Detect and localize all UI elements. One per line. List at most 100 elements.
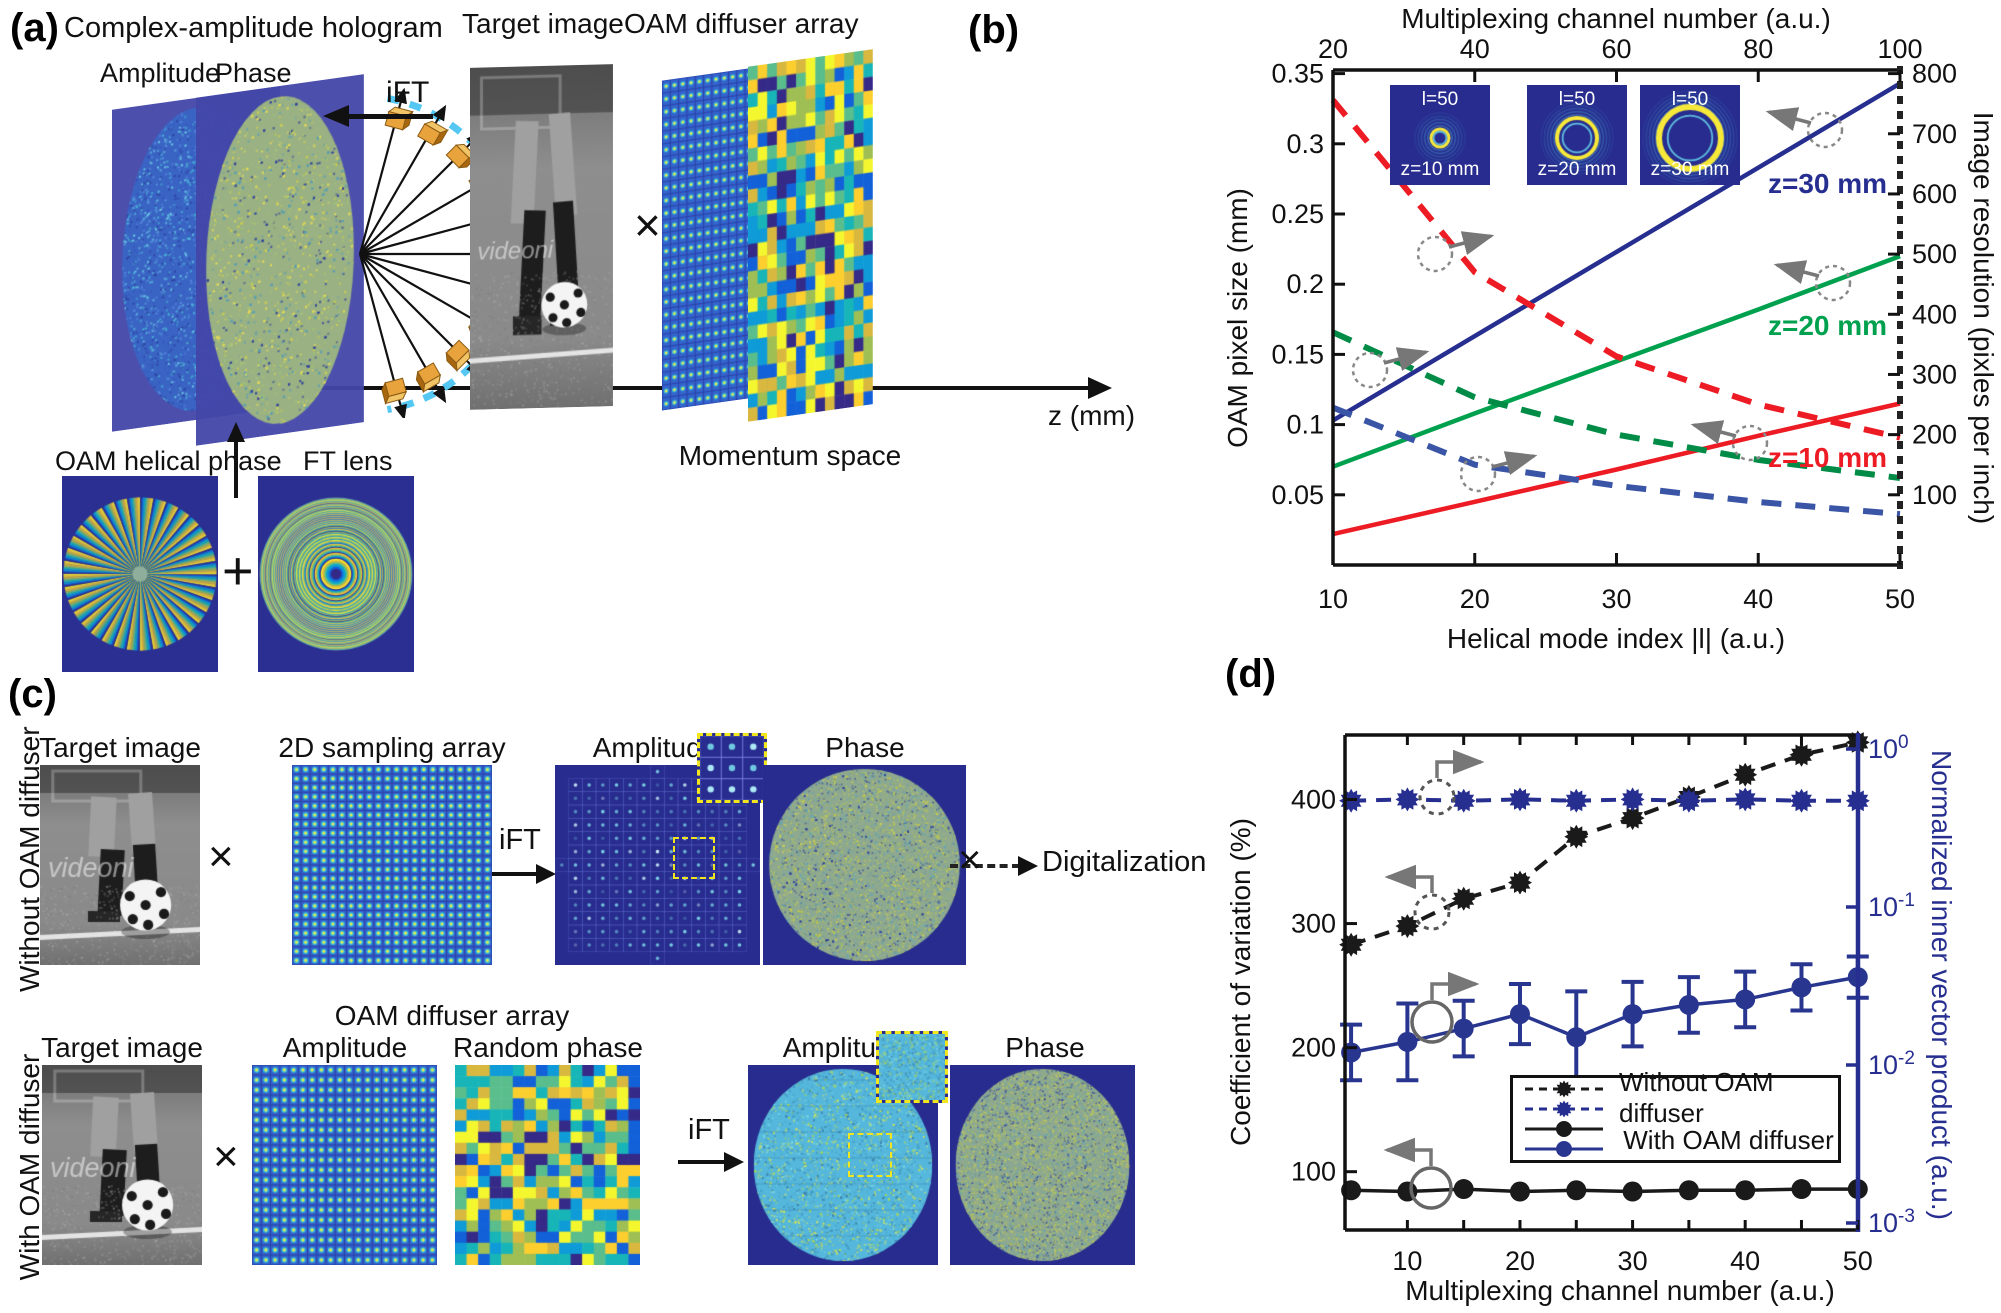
- svg-text:400: 400: [1912, 299, 1957, 329]
- svg-text:Helical mode index |l| (a.u.): Helical mode index |l| (a.u.): [1447, 623, 1785, 654]
- svg-text:Image resolution (pixles per i: Image resolution (pixles per inch): [1968, 112, 1999, 524]
- svg-text:20: 20: [1460, 584, 1490, 614]
- svg-text:200: 200: [1291, 1033, 1336, 1063]
- svg-text:Coefficient of variation (%): Coefficient of variation (%): [1225, 818, 1256, 1146]
- legend-sample-solid-circle: [1525, 1141, 1603, 1157]
- digitalization-arrow-line: [950, 864, 1020, 868]
- svg-text:700: 700: [1912, 119, 1957, 149]
- zoom-source-box-c1: [673, 837, 715, 879]
- panel-a-title: Complex-amplitude hologram: [64, 12, 443, 44]
- digitalization-arrow-head-icon: [1018, 856, 1038, 876]
- legend-sample-dashed-star: [1525, 1100, 1603, 1118]
- inset-z10: l=50 z=10 mm: [1390, 85, 1490, 185]
- svg-text:30: 30: [1618, 1246, 1648, 1276]
- panel-a-label: (a): [10, 6, 59, 50]
- amplitude-label-c2: Amplitude: [282, 1032, 408, 1063]
- svg-text:0.35: 0.35: [1271, 59, 1324, 89]
- oam-ring-z30-image: [1640, 85, 1740, 185]
- inset-z30-z-label: z=30 mm: [1650, 159, 1730, 180]
- phase-label-c1: Phase: [825, 732, 905, 763]
- oam-ring-z10-image: [1390, 85, 1490, 185]
- chart-d: 10 20 30 40 50 100 200 300 400 100 10-1 10-2 10-3 Mul…: [1225, 730, 1957, 1306]
- svg-text:100: 100: [1291, 1157, 1336, 1187]
- series-label-z20: z=20 mm: [1768, 310, 1888, 341]
- phase-result-label-c2: Phase: [1005, 1032, 1085, 1063]
- svg-text:Multiplexing channel number (a: Multiplexing channel number (a.u.): [1405, 1275, 1835, 1306]
- inset-z20: l=50 z=20 mm: [1527, 85, 1627, 185]
- svg-text:20: 20: [1318, 34, 1348, 64]
- multiply-sign-c1: ×: [208, 832, 234, 881]
- svg-text:Multiplexing channel number (a: Multiplexing channel number (a.u.): [1401, 3, 1831, 34]
- svg-text:100: 100: [1912, 480, 1957, 510]
- oam-diffuser-array-label-a: OAM diffuser array: [624, 8, 859, 39]
- target-image-photo-a: [470, 64, 613, 410]
- momentum-space-label: Momentum space: [678, 440, 902, 471]
- svg-text:80: 80: [1743, 34, 1773, 64]
- legend-sample-dashed-star: [1525, 1080, 1603, 1098]
- legend-box: Without OAM diffuser With OAM diffuser: [1510, 1067, 1841, 1163]
- svg-text:OAM pixel size (mm): OAM pixel size (mm): [1222, 188, 1253, 448]
- target-image-label-c2: Target image: [41, 1032, 203, 1063]
- svg-text:100: 100: [1877, 34, 1922, 64]
- ift-arrow-line-c2: [678, 1160, 724, 1164]
- svg-text:10-2: 10-2: [1868, 1048, 1915, 1080]
- amplitude-result-c1: [555, 733, 767, 965]
- inset-z20-z-label: z=20 mm: [1537, 159, 1617, 180]
- inset-z10-l-label: l=50: [1421, 89, 1459, 110]
- ift-arrow-line: [347, 114, 433, 119]
- svg-text:50: 50: [1885, 584, 1915, 614]
- target-image-label-c1: Target image: [39, 732, 201, 763]
- legend-without-label: Without OAM diffuser: [1619, 1067, 1774, 1128]
- ift-label-c1: iFT: [499, 824, 541, 856]
- ift-arrow-line-c1: [492, 872, 536, 876]
- sampling-array-image: [292, 765, 492, 965]
- multiply-sign-c2: ×: [213, 1132, 239, 1181]
- random-phase-image-c: [455, 1065, 640, 1265]
- oam-diffuser-array-label-c: OAM diffuser array: [334, 1000, 570, 1031]
- series-label-z30: z=30 mm: [1768, 168, 1888, 199]
- plus-sign: +: [222, 541, 254, 601]
- oam-ring-z20-image: [1527, 85, 1627, 185]
- svg-text:300: 300: [1291, 909, 1336, 939]
- random-phase-label: Random phase: [453, 1032, 643, 1063]
- svg-text:50: 50: [1843, 1246, 1873, 1276]
- digitalization-cross: ×: [958, 838, 982, 882]
- svg-text:30: 30: [1601, 584, 1631, 614]
- z-axis-label: z (mm): [1048, 400, 1136, 431]
- amplitude-result-c2: [748, 1031, 948, 1265]
- svg-text:10-1: 10-1: [1868, 890, 1915, 922]
- inset-z30: l=50 z=30 mm: [1640, 85, 1740, 185]
- svg-text:60: 60: [1601, 34, 1631, 64]
- legend-samples: [1513, 1079, 1619, 1159]
- svg-text:0.25: 0.25: [1271, 199, 1324, 229]
- svg-text:10-3: 10-3: [1868, 1206, 1915, 1238]
- panel-b-label: (b): [968, 8, 1020, 52]
- zoom-inset-c2: [876, 1031, 948, 1103]
- up-arrow-head-icon: [227, 422, 245, 442]
- svg-text:0.05: 0.05: [1271, 480, 1324, 510]
- inset-z20-l-label: l=50: [1558, 89, 1596, 110]
- random-phase-plane-a: [748, 49, 873, 422]
- diffuser-amplitude-image: [252, 1065, 437, 1265]
- svg-text:500: 500: [1912, 239, 1957, 269]
- phase-plane-label: Phase: [215, 58, 292, 88]
- zoom-inset-c1: [697, 733, 767, 803]
- svg-text:40: 40: [1460, 34, 1490, 64]
- amplitude-label-c1: Amplitude: [592, 732, 718, 763]
- svg-text:0.15: 0.15: [1271, 339, 1324, 369]
- multiply-sign-a: ×: [634, 199, 661, 251]
- phase-plane-image: [196, 74, 364, 446]
- svg-text:0.1: 0.1: [1286, 410, 1324, 440]
- ft-lens-image: [258, 476, 414, 672]
- svg-text:20: 20: [1505, 1246, 1535, 1276]
- ft-lens-label: FT lens: [303, 446, 393, 476]
- z-axis-arrowhead-icon: [1088, 377, 1112, 399]
- svg-text:100: 100: [1868, 732, 1909, 764]
- svg-text:10: 10: [1318, 584, 1348, 614]
- target-image-label-a: Target image: [462, 8, 624, 39]
- panel-c-label: (c): [8, 672, 57, 716]
- chart-b: 10 20 30 40 50 20 40 60 80 100 0.05 0.1 0.15 0.2 0.25 0…: [1222, 3, 1999, 654]
- svg-text:0.3: 0.3: [1286, 129, 1324, 159]
- zoom-inset-image-c2: [879, 1034, 945, 1100]
- target-image-photo-c2: [42, 1065, 202, 1265]
